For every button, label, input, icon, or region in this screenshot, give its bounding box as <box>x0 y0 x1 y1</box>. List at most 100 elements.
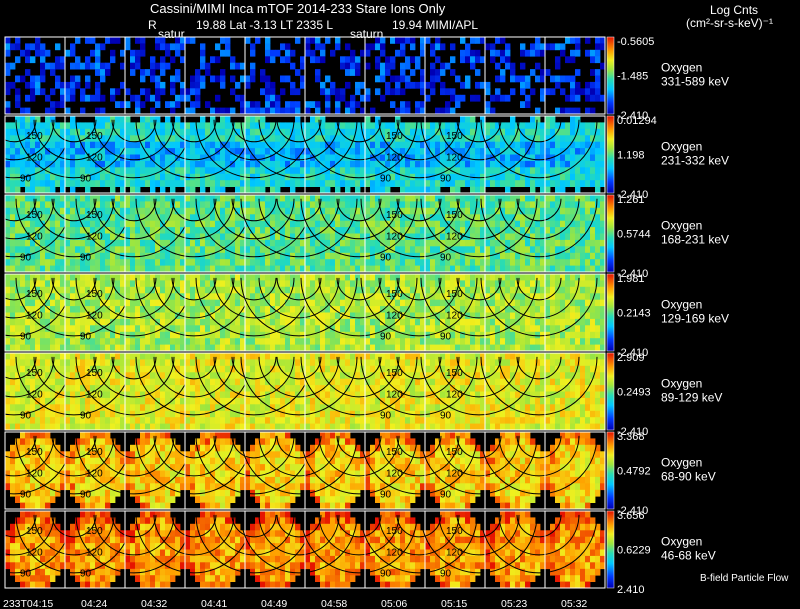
pixel <box>15 94 21 102</box>
pixel <box>200 293 206 301</box>
pixel <box>580 201 586 209</box>
pixel <box>130 318 136 326</box>
pixel <box>295 227 301 234</box>
pixel <box>135 135 141 143</box>
pixel <box>260 160 266 168</box>
pixel <box>25 286 31 294</box>
pixel <box>430 201 436 209</box>
pixel <box>505 173 511 181</box>
pixel <box>90 274 96 281</box>
colorbar-mid-label: -1.485 <box>617 71 648 83</box>
pixel <box>215 214 221 222</box>
pixel <box>10 293 16 301</box>
pixel <box>360 214 366 222</box>
pixel <box>230 252 236 260</box>
pixel <box>385 227 391 234</box>
pixel <box>560 49 566 57</box>
pixel <box>5 227 11 234</box>
pixel <box>405 220 411 228</box>
pixel <box>540 265 546 273</box>
pixel <box>145 116 151 123</box>
pixel <box>100 160 106 168</box>
pixel <box>60 160 66 168</box>
pixel <box>100 195 106 202</box>
pixel <box>360 280 366 288</box>
pixel <box>570 227 576 234</box>
pixel <box>400 62 406 70</box>
pixel <box>155 312 161 320</box>
pixel <box>80 220 86 228</box>
pixel <box>445 107 451 115</box>
pixel <box>245 325 251 333</box>
pixel <box>320 88 326 96</box>
pixel <box>95 265 101 273</box>
pixel <box>135 214 141 222</box>
pixel <box>325 259 331 266</box>
pixel <box>110 312 116 320</box>
contour-label: 90 <box>80 331 92 342</box>
pixel <box>285 75 291 83</box>
pixel <box>110 37 116 44</box>
pixel <box>425 135 431 143</box>
pixel <box>190 207 196 215</box>
pixel <box>530 318 536 326</box>
pixel <box>25 116 31 123</box>
pixel <box>415 154 421 162</box>
pixel <box>555 312 561 320</box>
pixel <box>385 306 391 313</box>
pixel <box>320 49 326 57</box>
pixel <box>260 201 266 209</box>
pixel <box>160 195 166 202</box>
pixel <box>555 167 561 175</box>
pixel <box>255 220 261 228</box>
pixel <box>115 128 121 136</box>
pixel <box>470 128 476 136</box>
pixel <box>235 252 241 260</box>
pixel <box>290 49 296 57</box>
pixel <box>90 62 96 70</box>
pixel <box>380 94 386 102</box>
pixel <box>5 280 11 288</box>
pixel <box>555 293 561 301</box>
pixel <box>245 306 251 313</box>
pixel <box>140 101 146 108</box>
pixel <box>20 338 26 345</box>
contour-line <box>153 119 235 161</box>
pixel <box>315 167 321 175</box>
pixel <box>420 325 426 333</box>
pixel <box>120 160 126 168</box>
pixel <box>165 344 171 352</box>
pixel <box>210 338 216 345</box>
pixel <box>465 207 471 215</box>
pixel <box>45 160 51 168</box>
pixel <box>505 186 511 194</box>
pixel <box>585 81 591 89</box>
pixel <box>100 122 106 130</box>
pixel <box>350 49 356 57</box>
pixel <box>215 252 221 260</box>
pixel <box>370 265 376 273</box>
pixel <box>565 201 571 209</box>
pixel <box>155 62 161 70</box>
pixel <box>515 207 521 215</box>
pixel <box>565 75 571 83</box>
pixel <box>315 252 321 260</box>
pixel <box>585 259 591 266</box>
pixel <box>65 167 71 175</box>
pixel <box>460 122 466 130</box>
pixel <box>65 312 71 320</box>
pixel <box>555 344 561 352</box>
pixel <box>525 195 531 202</box>
pixel <box>205 180 211 187</box>
pixel <box>505 227 511 234</box>
pixel <box>600 233 606 241</box>
pixel <box>470 94 476 102</box>
pixel <box>340 195 346 202</box>
pixel <box>585 214 591 222</box>
pixel <box>490 286 496 294</box>
pixel <box>515 173 521 181</box>
pixel <box>570 318 576 326</box>
pixel <box>340 252 346 260</box>
pixel <box>410 265 416 273</box>
pixel <box>235 207 241 215</box>
